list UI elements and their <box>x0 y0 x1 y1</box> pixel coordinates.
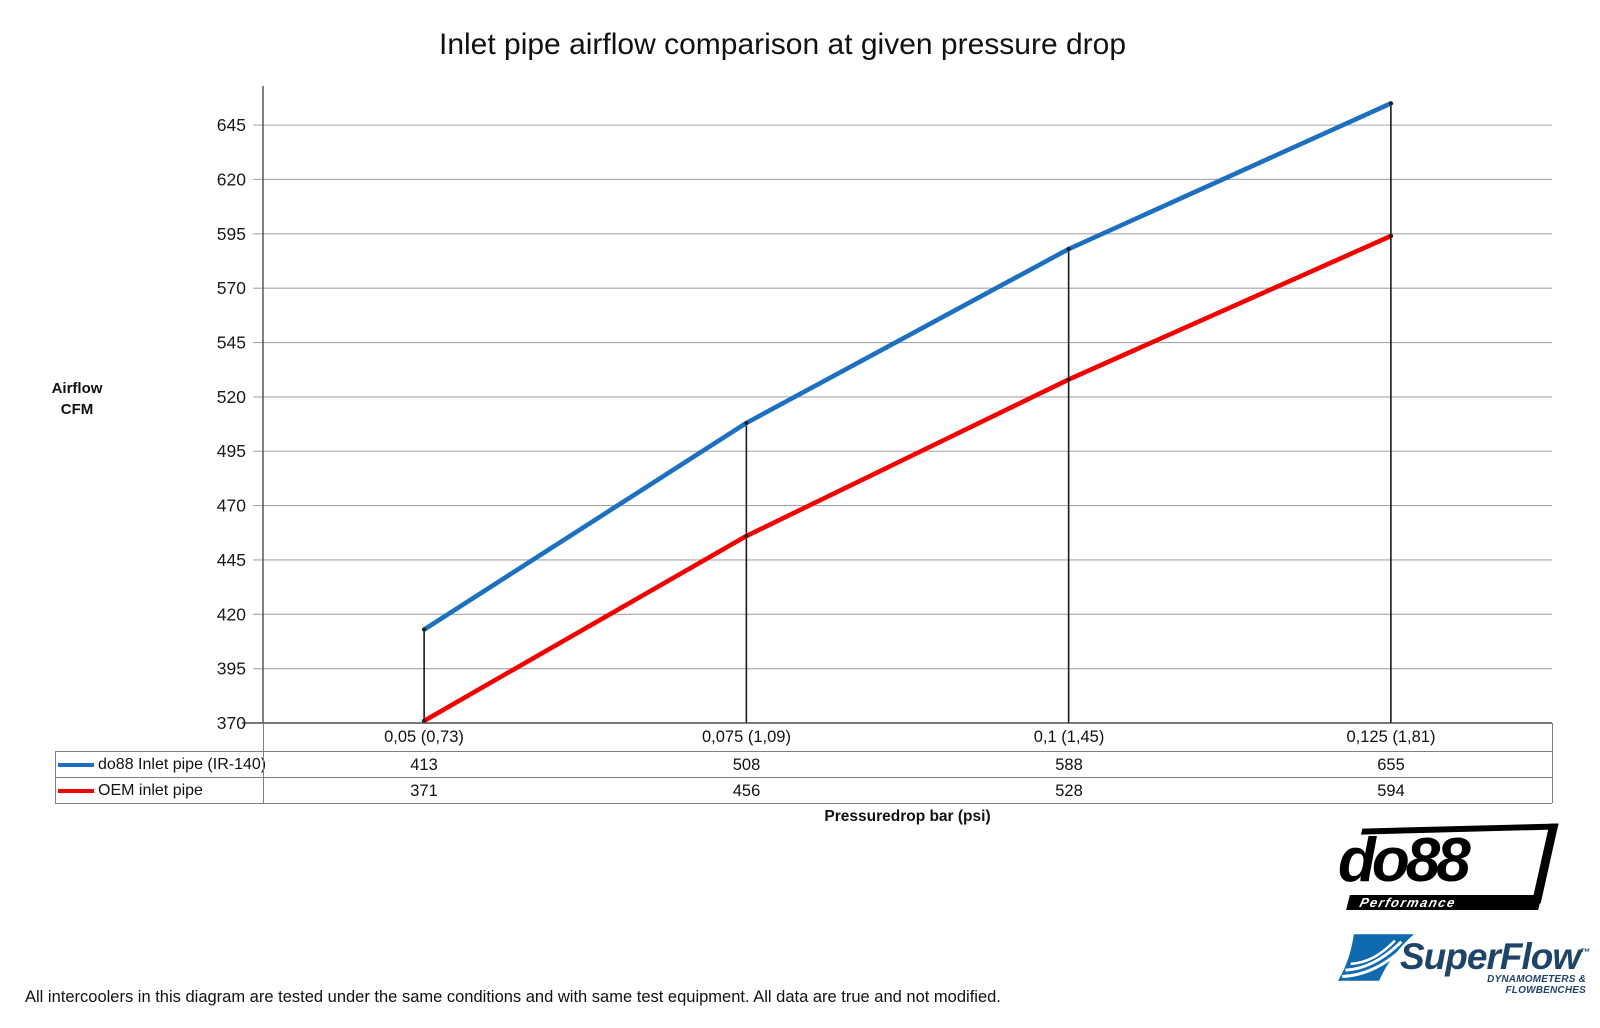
y-tick-label: 595 <box>217 224 246 244</box>
do88-logo-tagline: Performance <box>1358 895 1458 910</box>
y-tick-label: 445 <box>217 550 246 570</box>
legend-label-do88: do88 Inlet pipe (IR-140) <box>98 756 267 773</box>
superflow-wave-icon <box>1338 934 1414 981</box>
y-tick-label: 370 <box>217 713 246 733</box>
legend-item-do88: do88 Inlet pipe (IR-140) <box>55 752 267 778</box>
table-border <box>263 723 264 803</box>
table-cell-oem: 594 <box>1377 782 1405 800</box>
y-axis-title-line1: Airflow <box>51 380 103 397</box>
x-category-label: 0,1 (1,45) <box>1033 728 1105 746</box>
y-tick-label: 495 <box>217 441 246 461</box>
y-tick-label: 545 <box>217 333 246 353</box>
data-point <box>1066 247 1071 252</box>
y-tick-label: 395 <box>217 659 246 679</box>
y-axis-title-line2: CFM <box>60 401 94 418</box>
legend-label-oem: OEM inlet pipe <box>98 782 203 799</box>
y-tick-label: 470 <box>217 496 246 516</box>
table-cell-do88: 655 <box>1377 756 1405 774</box>
x-category-label: 0,075 (1,09) <box>702 728 791 746</box>
footer-note: All intercoolers in this diagram are tes… <box>25 988 1001 1006</box>
table-cell-do88: 508 <box>732 756 761 774</box>
y-tick-label: 420 <box>217 604 246 624</box>
y-tick-label: 570 <box>217 278 246 298</box>
superflow-logo-tagline: DYNAMOMETERS & FLOWBENCHES <box>1487 974 1586 996</box>
x-category-label: 0,125 (1,81) <box>1346 728 1436 746</box>
table-cell-do88: 413 <box>410 756 438 774</box>
data-point <box>1388 101 1393 106</box>
legend-item-oem: OEM inlet pipe <box>55 778 263 804</box>
data-point <box>1388 234 1393 239</box>
data-point <box>422 627 427 632</box>
trademark-symbol: ™ <box>1580 947 1591 959</box>
superflow-wordmark: SuperFlow <box>1400 936 1581 977</box>
table-border <box>55 777 1552 778</box>
table-cell-oem: 528 <box>1055 782 1083 800</box>
series-line-1 <box>421 233 1394 724</box>
table-border <box>55 751 1552 752</box>
do88-logo-tagline-bar: Performance <box>1346 895 1542 910</box>
y-axis-title: Airflow CFM <box>27 378 127 420</box>
chart-title: Inlet pipe airflow comparison at given p… <box>438 28 1127 61</box>
do88-logo: do88 Performance <box>1338 822 1559 914</box>
data-point <box>422 718 427 723</box>
do88-logo-text: do88 <box>1338 826 1471 895</box>
data-point <box>744 420 749 425</box>
table-cell-oem: 456 <box>732 782 761 800</box>
series-line-0 <box>421 101 1394 632</box>
x-axis-title: Pressuredrop bar (psi) <box>824 808 991 825</box>
legend-swatch-do88 <box>58 762 94 768</box>
superflow-logo: SuperFlow™ DYNAMOMETERS & FLOWBENCHES <box>1336 930 1592 996</box>
data-point <box>744 534 749 539</box>
table-cell-do88: 588 <box>1055 756 1083 774</box>
y-tick-label: 520 <box>217 387 246 407</box>
x-category-label: 0,05 (0,73) <box>384 728 464 746</box>
table-border <box>55 803 1552 804</box>
table-border <box>1552 723 1553 803</box>
y-tick-label: 645 <box>217 115 246 135</box>
y-tick-label: 620 <box>217 169 246 189</box>
superflow-logo-text: SuperFlow™ <box>1400 936 1590 978</box>
legend-swatch-oem <box>58 788 94 794</box>
table-border <box>55 751 56 803</box>
table-cell-oem: 371 <box>410 782 438 800</box>
data-point <box>1066 377 1071 382</box>
